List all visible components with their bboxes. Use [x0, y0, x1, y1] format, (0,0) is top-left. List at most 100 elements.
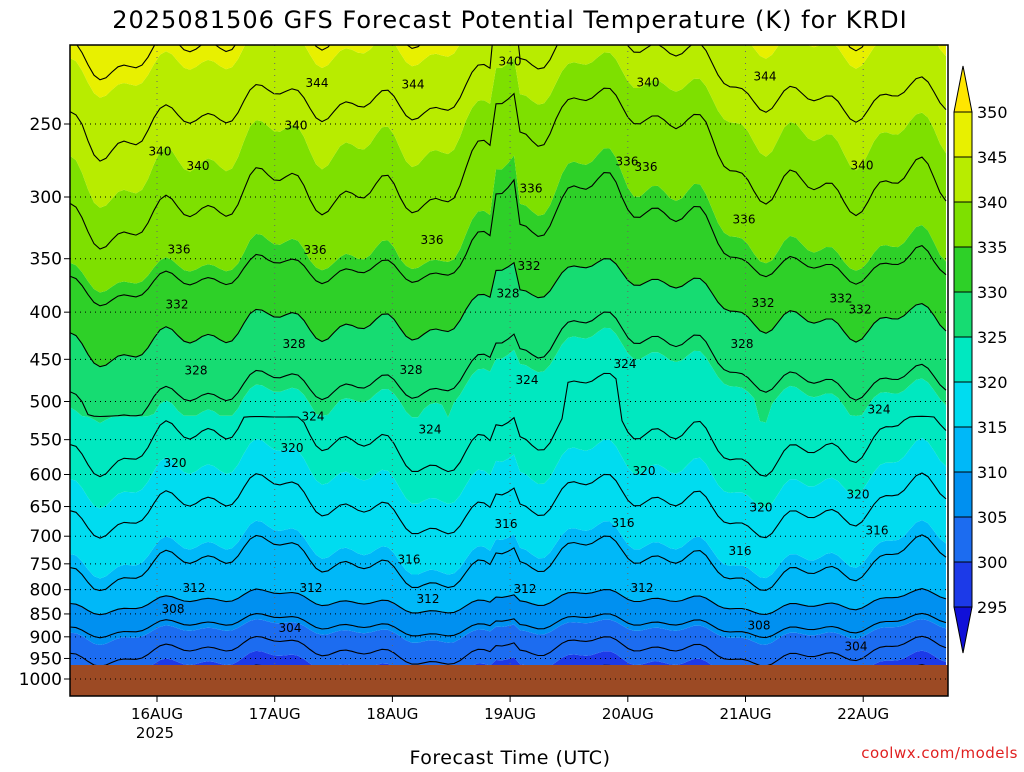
colorbar-bottom-arrow — [953, 606, 973, 654]
colorbar-swatch — [953, 381, 973, 428]
contour-label: 320 — [847, 488, 870, 502]
y-tick-label: 350 — [30, 250, 62, 270]
theta-band — [70, 52, 946, 293]
contour-line — [70, 258, 947, 368]
x-year-label: 2025 — [136, 724, 174, 742]
y-tick-label: 700 — [30, 527, 62, 547]
contour-label: 340 — [285, 118, 308, 132]
contour-line — [70, 588, 947, 616]
x-tick-label: 21AUG — [720, 705, 772, 723]
colorbar-label: 310 — [977, 463, 1008, 482]
y-tick-label: 450 — [30, 350, 62, 370]
contour-label: 316 — [612, 516, 635, 530]
chart-title: 2025081506 GFS Forecast Potential Temper… — [112, 6, 907, 34]
contour-label: 340 — [637, 76, 660, 90]
contour-label: 312 — [631, 581, 654, 595]
contour-label: 328 — [731, 337, 754, 351]
contour-label: 304 — [845, 639, 868, 653]
contour-label: 336 — [421, 233, 444, 247]
theta-band — [70, 258, 946, 424]
contour-label: 316 — [495, 517, 518, 531]
colorbar-label: 315 — [977, 418, 1008, 437]
theta-band — [70, 588, 946, 645]
contour-label: 320 — [633, 464, 656, 478]
colorbar-label: 320 — [977, 373, 1008, 392]
contour-label: 340 — [851, 159, 874, 173]
contour-label: 308 — [162, 602, 185, 616]
y-tick-label: 300 — [30, 188, 62, 208]
contour-label: 320 — [281, 441, 304, 455]
contour-label: 308 — [748, 618, 771, 632]
y-tick-label: 650 — [30, 498, 62, 518]
colorbar-top-arrow — [953, 65, 973, 113]
contour-label: 332 — [166, 297, 189, 311]
contour-label: 324 — [614, 357, 637, 371]
contour-label: 312 — [300, 581, 323, 595]
colorbar-label: 350 — [977, 103, 1008, 122]
contour-label: 332 — [518, 259, 541, 273]
y-tick-label: 400 — [30, 303, 62, 323]
contour-line — [70, 45, 947, 162]
contour-line — [70, 172, 947, 307]
y-tick-label: 250 — [30, 115, 62, 135]
colorbar-label: 345 — [977, 148, 1008, 167]
contour-line — [70, 612, 947, 639]
colorbar-legend: 350 345 340 335 330 325 320 315 310 305 300 295 — [953, 65, 1008, 654]
colorbar-swatch — [953, 156, 973, 203]
theta-band — [70, 438, 946, 579]
theta-band — [70, 619, 946, 665]
colorbar-label: 300 — [977, 553, 1008, 572]
colorbar-swatch — [953, 246, 973, 293]
ground-surface — [70, 665, 948, 696]
x-tick-label: 16AUG — [131, 705, 183, 723]
contour-label: 336 — [733, 212, 756, 226]
contour-label: 336 — [616, 154, 639, 168]
theta-band — [70, 148, 946, 367]
colorbar-swatch — [953, 336, 973, 383]
x-tick-label: 17AUG — [249, 705, 301, 723]
contour-line — [70, 534, 947, 592]
y-tick-label: 950 — [30, 649, 62, 669]
contour-line — [70, 635, 947, 665]
colorbar-swatch — [953, 516, 973, 563]
contour-label: 304 — [279, 621, 302, 635]
contour-label: 344 — [754, 70, 777, 84]
y-tick-label: 900 — [30, 628, 62, 648]
contour-label: 332 — [830, 291, 853, 305]
theta-band — [70, 327, 946, 509]
plot-frame — [69, 44, 949, 697]
contour-label: 320 — [164, 456, 187, 470]
contour-label: 324 — [868, 403, 891, 417]
y-tick-label: 750 — [30, 555, 62, 575]
y-tick-label: 1000 — [19, 670, 62, 690]
colorbar-label: 325 — [977, 328, 1008, 347]
contour-label: 336 — [304, 243, 327, 257]
contour-label: 336 — [635, 160, 658, 174]
contour-label: 340 — [187, 159, 210, 173]
contour-label: 328 — [400, 363, 423, 377]
x-tick-label: 20AUG — [602, 705, 654, 723]
x-tick-label: 18AUG — [366, 705, 418, 723]
x-tick-label: 19AUG — [484, 705, 536, 723]
contour-label: 336 — [520, 181, 543, 195]
contour-lines — [70, 45, 947, 665]
contour-label: 316 — [866, 524, 889, 538]
x-axis: 16AUG 17AUG 18AUG 19AUG 20AUG 21AUG 22AUG — [131, 696, 889, 723]
y-tick-label: 850 — [30, 605, 62, 625]
contour-line — [70, 311, 947, 418]
contour-label: 312 — [183, 581, 206, 595]
colorbar-label: 330 — [977, 283, 1008, 302]
contour-label: 328 — [185, 364, 208, 378]
contour-label: 320 — [750, 501, 773, 515]
contour-label: 344 — [306, 76, 329, 90]
source-credit: coolwx.com/models — [861, 744, 1018, 762]
colorbar-swatch — [953, 291, 973, 338]
contour-label: 312 — [417, 592, 440, 606]
colorbar-swatch — [953, 201, 973, 248]
colorbar-label: 295 — [977, 598, 1008, 617]
contour-line — [70, 472, 947, 539]
contour-label: 340 — [149, 144, 172, 158]
